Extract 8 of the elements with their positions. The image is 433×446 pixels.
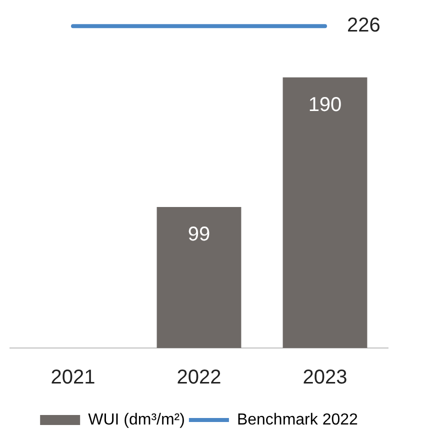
- x-tick-label: 2022: [176, 366, 222, 389]
- legend-label: WUI (dm³/m²): [88, 411, 185, 428]
- data-label: 226: [347, 14, 380, 37]
- x-tick-label: 2023: [302, 366, 348, 389]
- data-label: 190: [308, 94, 342, 116]
- legend-label: Benchmark 2022: [236, 411, 358, 428]
- x-tick-label: 2021: [50, 366, 96, 389]
- data-label: 99: [188, 224, 210, 246]
